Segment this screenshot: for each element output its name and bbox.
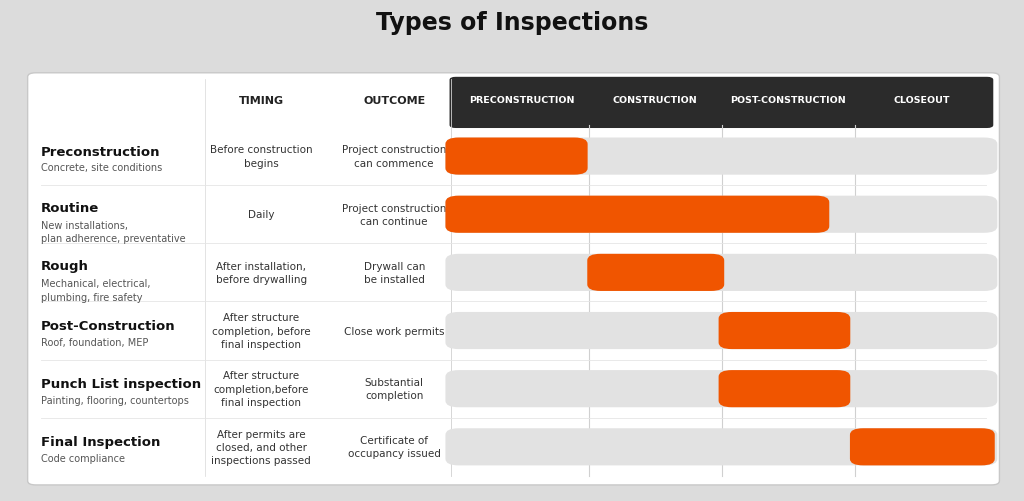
FancyBboxPatch shape (28, 74, 999, 485)
FancyBboxPatch shape (450, 78, 993, 129)
FancyBboxPatch shape (445, 370, 997, 407)
Text: Project construction
can continue: Project construction can continue (342, 203, 446, 226)
Text: POST-CONSTRUCTION: POST-CONSTRUCTION (730, 96, 847, 105)
Text: Final Inspection: Final Inspection (41, 435, 161, 448)
Text: Post-Construction: Post-Construction (41, 319, 175, 332)
Text: Daily: Daily (248, 210, 274, 220)
FancyBboxPatch shape (445, 428, 997, 465)
Text: PRECONSTRUCTION: PRECONSTRUCTION (469, 96, 575, 105)
Text: TIMING: TIMING (239, 96, 284, 106)
Text: Code compliance: Code compliance (41, 453, 125, 463)
Text: Concrete, site conditions: Concrete, site conditions (41, 163, 162, 173)
Text: CLOSEOUT: CLOSEOUT (893, 96, 950, 105)
Text: After installation,
before drywalling: After installation, before drywalling (216, 261, 306, 285)
Text: After structure
completion,before
final inspection: After structure completion,before final … (213, 371, 309, 407)
FancyBboxPatch shape (850, 428, 994, 465)
FancyBboxPatch shape (588, 255, 724, 292)
Text: Painting, flooring, countertops: Painting, flooring, countertops (41, 395, 188, 405)
FancyBboxPatch shape (445, 138, 588, 175)
Text: Drywall can
be installed: Drywall can be installed (364, 261, 425, 285)
Text: Substantial
completion: Substantial completion (365, 377, 424, 400)
Text: OUTCOME: OUTCOME (364, 96, 425, 106)
Text: New installations,
plan adherence, preventative: New installations, plan adherence, preve… (41, 221, 185, 244)
Text: Preconstruction: Preconstruction (41, 145, 161, 158)
FancyBboxPatch shape (445, 312, 997, 349)
FancyBboxPatch shape (445, 196, 997, 233)
Text: Rough: Rough (41, 260, 89, 273)
FancyBboxPatch shape (719, 312, 850, 349)
FancyBboxPatch shape (445, 196, 829, 233)
FancyBboxPatch shape (445, 255, 997, 292)
Text: Punch List inspection: Punch List inspection (41, 377, 201, 390)
FancyBboxPatch shape (719, 370, 850, 407)
Text: After permits are
closed, and other
inspections passed: After permits are closed, and other insp… (211, 429, 311, 465)
FancyBboxPatch shape (445, 138, 997, 175)
Text: After structure
completion, before
final inspection: After structure completion, before final… (212, 313, 310, 349)
Text: Types of Inspections: Types of Inspections (376, 11, 648, 35)
Text: Close work permits: Close work permits (344, 326, 444, 336)
Text: Certificate of
occupancy issued: Certificate of occupancy issued (348, 435, 440, 458)
Text: Project construction
can commence: Project construction can commence (342, 145, 446, 168)
Text: CONSTRUCTION: CONSTRUCTION (613, 96, 697, 105)
Text: Routine: Routine (41, 202, 99, 215)
Text: Before construction
begins: Before construction begins (210, 145, 312, 168)
Text: Mechanical, electrical,
plumbing, fire safety: Mechanical, electrical, plumbing, fire s… (41, 279, 151, 302)
Text: Roof, foundation, MEP: Roof, foundation, MEP (41, 337, 148, 347)
